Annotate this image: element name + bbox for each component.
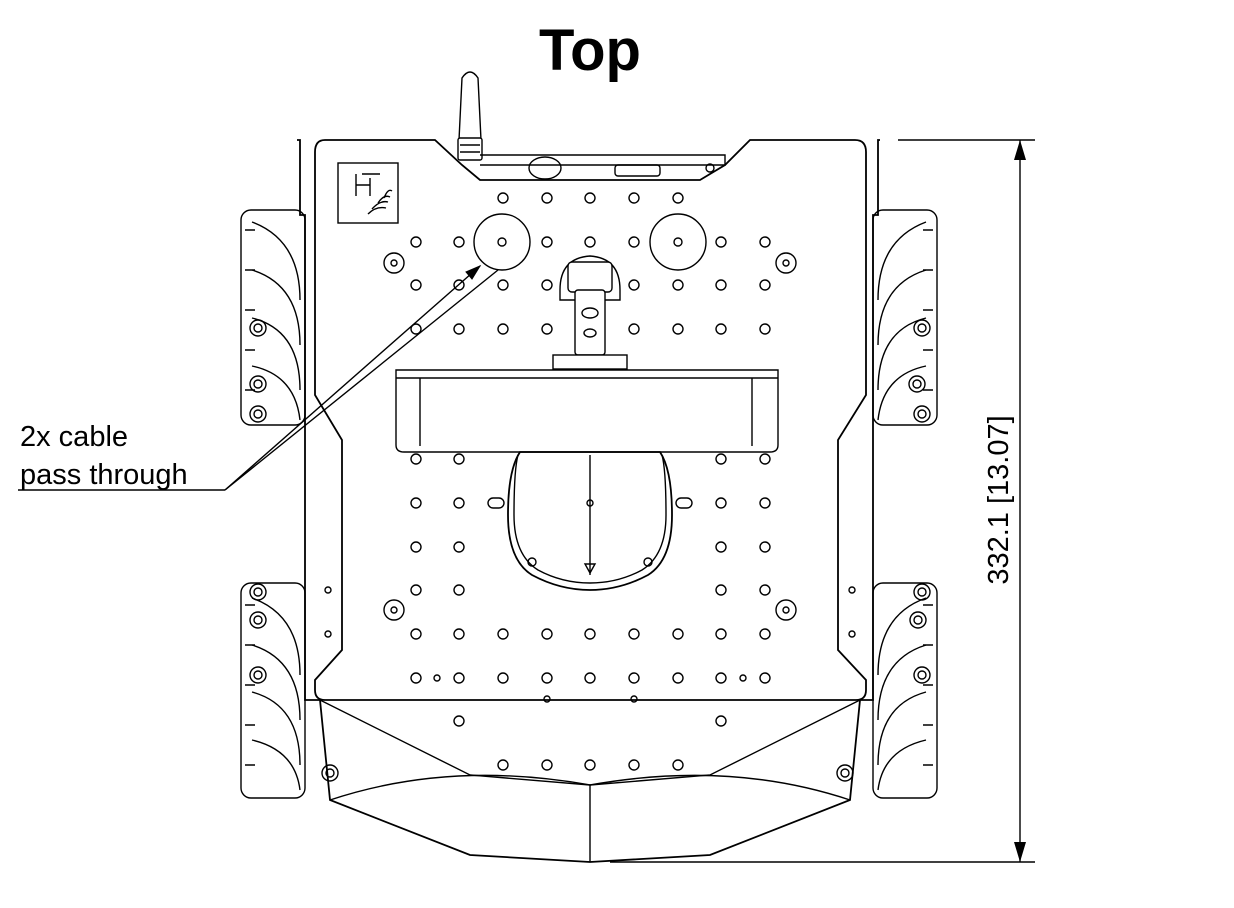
mounting-hole-grid (324, 192, 856, 771)
mounting-hole (759, 323, 771, 335)
small-hole (739, 674, 747, 682)
mounting-hole (584, 672, 596, 684)
mounting-hole (628, 759, 640, 771)
mounting-hole (410, 453, 422, 465)
mounting-hole (453, 541, 465, 553)
cable-pass-through-left (473, 213, 531, 271)
mounting-hole (628, 628, 640, 640)
small-hole (324, 630, 332, 638)
mounting-hole (672, 759, 684, 771)
mounting-hole (453, 236, 465, 248)
mounting-hole (497, 759, 509, 771)
mounting-hole (453, 323, 465, 335)
right-rear-wheel (836, 582, 938, 799)
mounting-hole (410, 584, 422, 596)
mounting-hole (541, 628, 553, 640)
small-hole (630, 695, 638, 703)
mounting-hole (453, 628, 465, 640)
view-title: Top (539, 18, 641, 83)
mounting-hole (497, 672, 509, 684)
mounting-hole (715, 279, 727, 291)
mounting-bosses (383, 252, 797, 621)
mounting-hole (541, 323, 553, 335)
mounting-hole (759, 628, 771, 640)
mounting-hole (628, 323, 640, 335)
mounting-hole (672, 279, 684, 291)
mounting-hole (759, 453, 771, 465)
handle-bar (395, 369, 779, 453)
mounting-hole (584, 759, 596, 771)
mounting-hole (715, 672, 727, 684)
mounting-hole (541, 236, 553, 248)
mounting-hole (672, 323, 684, 335)
mounting-hole (453, 453, 465, 465)
top-plate (314, 139, 867, 701)
callout-leader (18, 264, 499, 491)
mounting-hole (628, 279, 640, 291)
mounting-hole (584, 628, 596, 640)
height-dimension-label: 332.1 [13.07] (983, 415, 1015, 584)
sensor-mount (552, 255, 628, 370)
callout-line-2: pass through (20, 459, 188, 491)
mounting-hole (759, 236, 771, 248)
small-hole (324, 586, 332, 594)
mounting-hole (628, 236, 640, 248)
callout-line-1: 2x cable (20, 421, 128, 453)
logo-badge (337, 162, 399, 224)
mounting-hole (715, 497, 727, 509)
mounting-hole (497, 628, 509, 640)
lidar-housing (487, 451, 693, 591)
mounting-hole (410, 236, 422, 248)
mounting-hole (410, 497, 422, 509)
mounting-hole (453, 279, 465, 291)
mounting-hole (584, 236, 596, 248)
right-front-wheel (872, 209, 938, 426)
small-hole (848, 586, 856, 594)
mounting-hole (410, 628, 422, 640)
mounting-hole (453, 497, 465, 509)
mounting-hole (453, 715, 465, 727)
mounting-hole (672, 628, 684, 640)
mounting-hole (410, 672, 422, 684)
small-hole (543, 695, 551, 703)
mounting-hole (584, 192, 596, 204)
mounting-hole (759, 279, 771, 291)
mounting-hole (410, 279, 422, 291)
mounting-hole (628, 672, 640, 684)
mounting-hole (715, 628, 727, 640)
antenna (457, 71, 483, 161)
height-dimension: 332.1 [13.07] (610, 139, 1035, 863)
small-hole (433, 674, 441, 682)
mounting-hole (715, 541, 727, 553)
mounting-hole (759, 672, 771, 684)
mounting-hole (715, 453, 727, 465)
mounting-hole (628, 192, 640, 204)
mounting-hole (541, 672, 553, 684)
mounting-hole (715, 715, 727, 727)
mounting-hole (672, 192, 684, 204)
mounting-hole (715, 236, 727, 248)
mounting-hole (715, 323, 727, 335)
mounting-hole (453, 584, 465, 596)
mounting-hole (410, 323, 422, 335)
mounting-hole (759, 584, 771, 596)
mounting-hole (541, 192, 553, 204)
mounting-hole (410, 541, 422, 553)
mounting-hole (541, 279, 553, 291)
left-rear-wheel (240, 582, 339, 799)
mounting-hole (759, 541, 771, 553)
cable-pass-through-right (649, 213, 707, 271)
mounting-hole (715, 584, 727, 596)
mounting-hole (541, 759, 553, 771)
mounting-hole (497, 279, 509, 291)
mounting-hole (453, 672, 465, 684)
mounting-hole (672, 672, 684, 684)
mounting-hole (759, 497, 771, 509)
small-hole (848, 630, 856, 638)
mounting-hole (497, 323, 509, 335)
left-front-wheel (240, 209, 306, 426)
mounting-hole (497, 192, 509, 204)
